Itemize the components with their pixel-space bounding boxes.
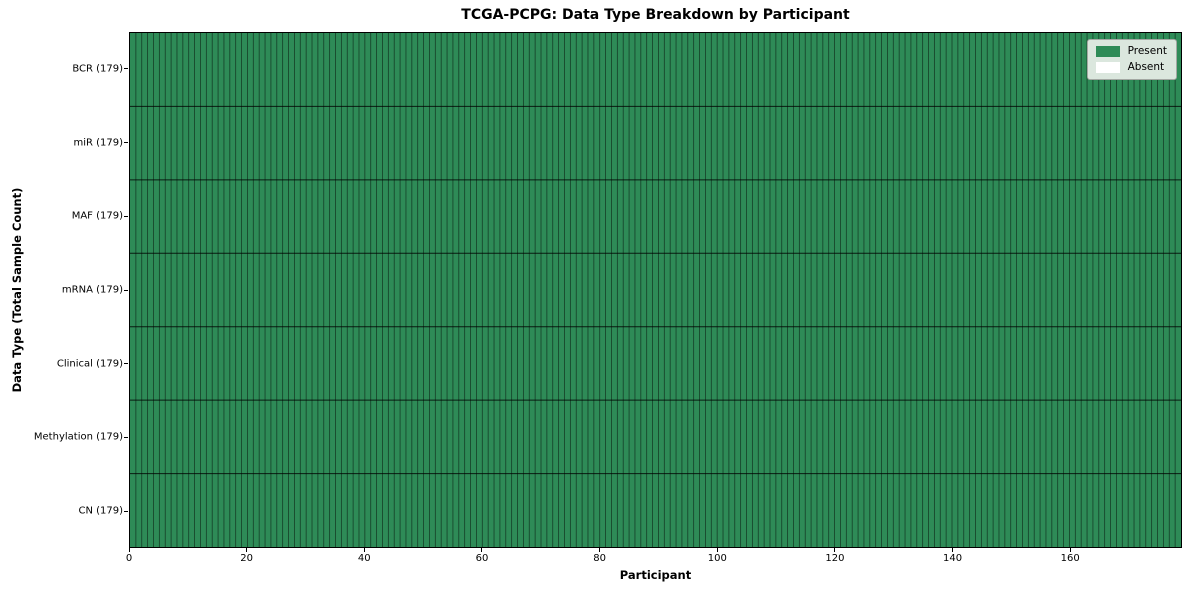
x-axis-label: Participant <box>619 568 692 582</box>
x-tick-mark <box>716 548 718 552</box>
x-tick-label: 160 <box>1060 553 1080 564</box>
x-tick-label: 60 <box>475 553 489 564</box>
y-tick-mark <box>124 510 128 512</box>
x-tick-label: 40 <box>357 553 371 564</box>
x-tick-label: 0 <box>125 553 133 564</box>
y-tick-label: CN (179) <box>78 505 123 517</box>
x-tick-label: 80 <box>593 553 606 564</box>
x-tick-mark <box>363 548 365 552</box>
legend-label-present: Present <box>1127 45 1167 58</box>
legend-item-absent: Absent <box>1095 61 1167 74</box>
x-tick-mark <box>834 548 836 552</box>
x-tick-mark <box>952 548 954 552</box>
x-tick-label: 20 <box>240 553 254 564</box>
y-tick-mark <box>124 436 128 438</box>
y-tick-label: Clinical (179) <box>56 358 123 370</box>
y-tick-mark <box>124 289 128 291</box>
y-tick-label: miR (179) <box>73 137 123 149</box>
legend-item-present: Present <box>1095 45 1167 58</box>
heatmap-canvas <box>130 33 1181 547</box>
y-tick-label: Methylation (179) <box>33 431 123 443</box>
y-tick-label: MAF (179) <box>71 210 123 222</box>
y-tick-mark <box>124 68 128 70</box>
y-tick-mark <box>124 363 128 365</box>
y-tick-label: mRNA (179) <box>61 284 123 296</box>
chart-title: TCGA-PCPG: Data Type Breakdown by Partic… <box>461 7 850 23</box>
x-tick-mark <box>128 548 130 552</box>
legend-label-absent: Absent <box>1127 61 1165 74</box>
y-tick-mark <box>124 215 128 217</box>
x-tick-label: 120 <box>825 553 845 564</box>
x-tick-label: 140 <box>943 553 963 564</box>
x-tick-mark <box>1069 548 1071 552</box>
legend: Present Absent <box>1086 39 1177 80</box>
x-tick-mark <box>481 548 483 552</box>
x-tick-label: 100 <box>707 553 727 564</box>
y-tick-label: BCR (179) <box>72 63 123 75</box>
x-tick-mark <box>246 548 248 552</box>
present-swatch-icon <box>1095 46 1120 57</box>
absent-swatch-icon <box>1095 62 1120 73</box>
y-tick-mark <box>124 142 128 144</box>
x-tick-mark <box>599 548 601 552</box>
plot-area: Present Absent <box>129 32 1182 548</box>
